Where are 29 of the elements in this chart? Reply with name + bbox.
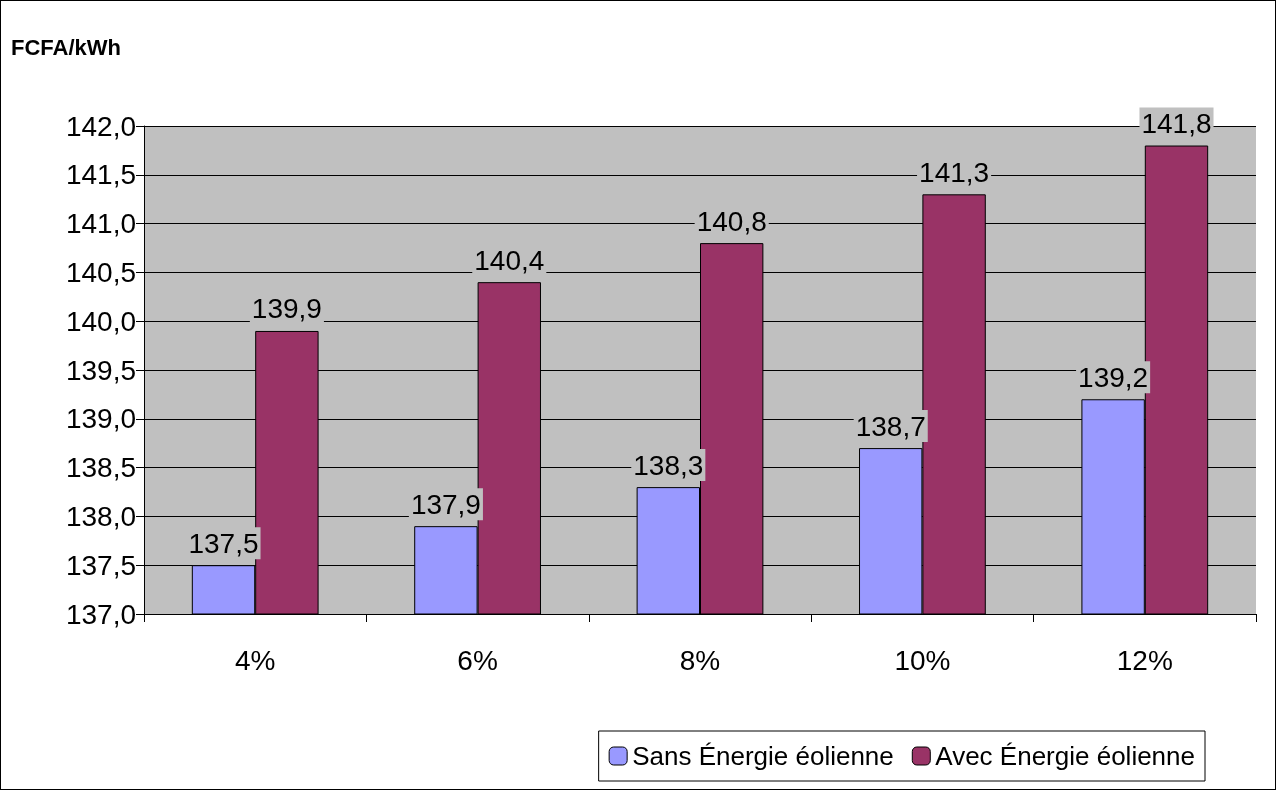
data-label: 141,8 (1141, 108, 1212, 140)
y-tick-label: 138,0 (65, 500, 136, 532)
data-label: 141,3 (919, 156, 990, 188)
y-tick-label: 137,5 (65, 549, 136, 581)
x-tick-label: 6% (457, 644, 498, 676)
data-label: 140,4 (474, 244, 545, 276)
x-tick-label: 4% (234, 644, 276, 676)
y-tick-label: 140,0 (65, 305, 136, 337)
legend-label: Avec Énergie éolienne (935, 741, 1196, 771)
x-tick-label: 10% (894, 644, 951, 676)
data-label: 140,8 (696, 205, 767, 237)
y-axis-title: FCFA/kWh (11, 34, 121, 60)
y-tick-label: 140,5 (65, 256, 136, 288)
data-label: 138,7 (855, 410, 926, 442)
y-tick-label: 142,0 (65, 110, 136, 142)
data-label: 138,3 (633, 449, 704, 481)
y-tick-label: 139,0 (65, 403, 136, 435)
y-tick-label: 137,0 (65, 598, 136, 630)
y-tick-label: 141,5 (65, 159, 136, 191)
data-label: 137,5 (188, 527, 259, 559)
data-label: 139,9 (251, 293, 322, 325)
legend-label: Sans Énergie éolienne (632, 741, 894, 771)
y-tick-label: 141,0 (65, 208, 136, 240)
data-label: 139,2 (1078, 361, 1149, 393)
data-label: 137,9 (410, 488, 481, 520)
x-tick-label: 12% (1116, 644, 1173, 676)
x-tick-label: 8% (679, 644, 721, 676)
y-tick-label: 139,5 (65, 354, 136, 386)
y-tick-label: 138,5 (65, 452, 136, 484)
